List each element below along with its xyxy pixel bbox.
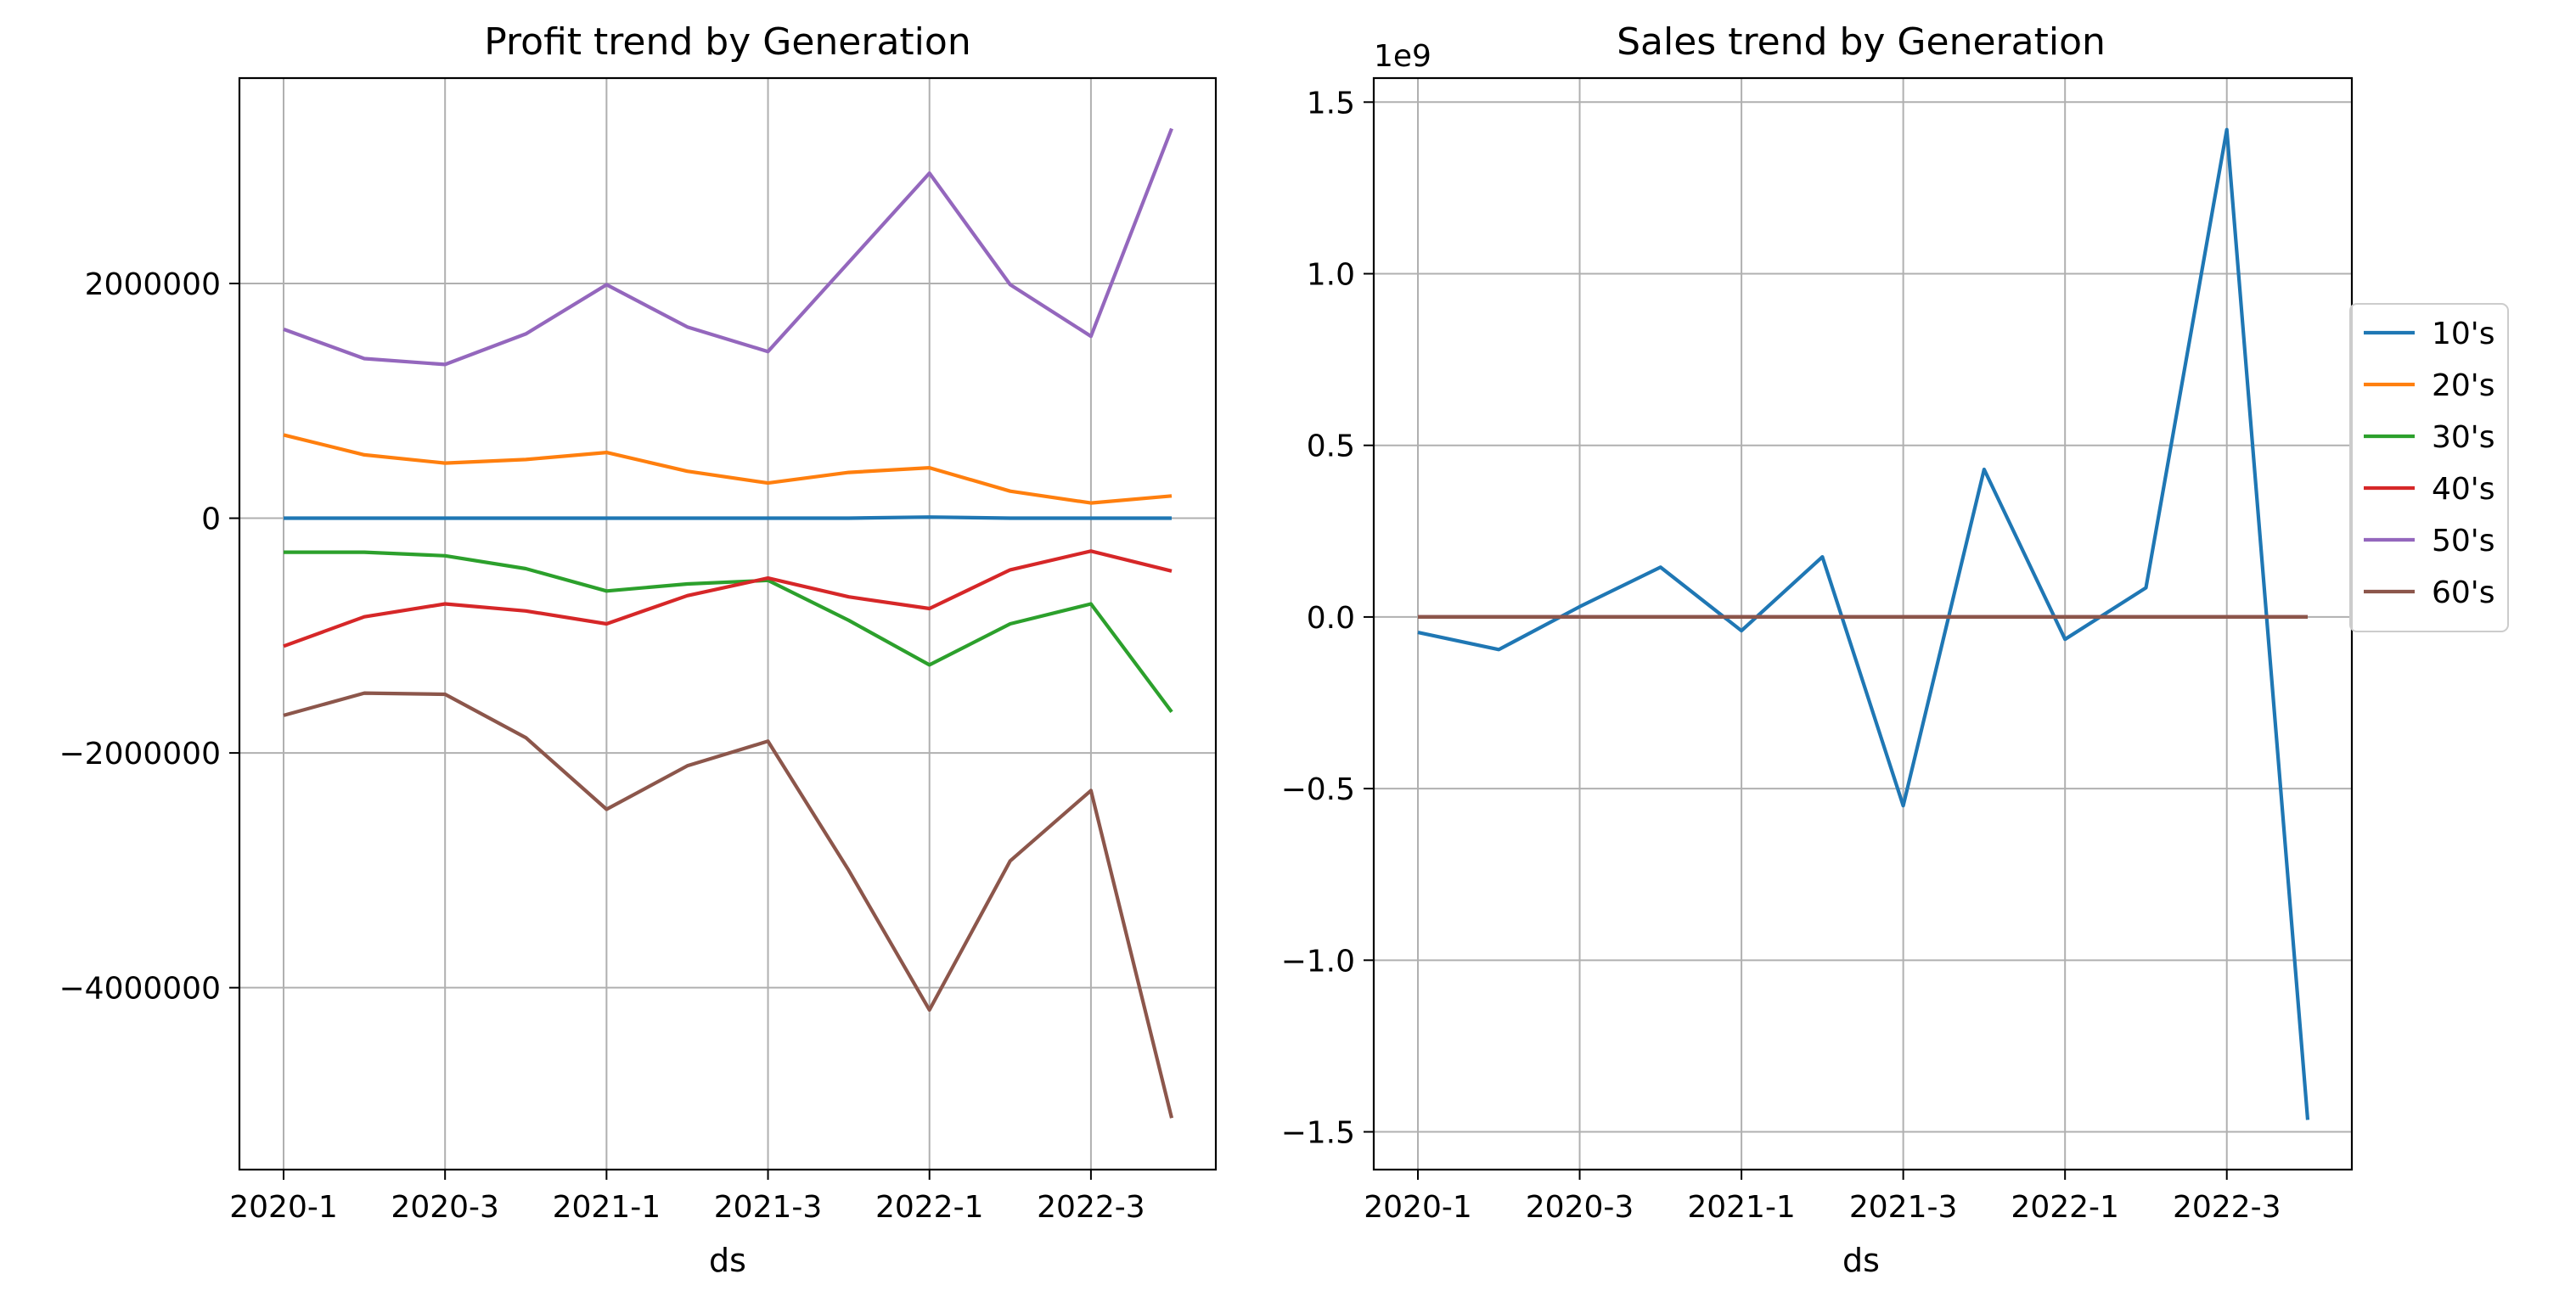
profit-ytick-label: 2000000 (85, 267, 221, 302)
profit-series-group (283, 127, 1174, 1119)
sales-ytick-label: 1.0 (1307, 258, 1355, 293)
sales-ytick-label: −0.5 (1281, 772, 1355, 807)
profit-chart: Profit trend by Generation ds 2020-1 2020… (59, 20, 1218, 1279)
sales-xtick-label: 2022-1 (2011, 1190, 2119, 1225)
profit-xtick-label: 2020-1 (229, 1190, 338, 1225)
profit-chart-title: Profit trend by Generation (484, 20, 970, 64)
legend-label: 60's (2432, 575, 2494, 610)
profit-series-line-20s (283, 433, 1173, 505)
profit-series-line-30s (284, 550, 1173, 713)
sales-series-group (1417, 127, 2310, 1120)
sales-xticks: 2020-1 2020-3 2021-1 2021-3 2022-1 2022-3 (1364, 1170, 2281, 1225)
sales-xtick-label: 2022-3 (2173, 1190, 2281, 1225)
profit-series-line-40s (283, 549, 1173, 648)
sales-ytick-label: −1.5 (1281, 1116, 1355, 1151)
profit-ytick-label: −4000000 (59, 972, 222, 1007)
profit-series-line-60s (283, 691, 1174, 1119)
sales-chart-offset-text: 1e9 (1374, 39, 1431, 74)
profit-xticks: 2020-1 2020-3 2021-1 2021-3 2022-1 2022-3 (229, 1170, 1145, 1225)
sales-yticks: −1.5 −1.0 −0.5 0.0 0.5 1.0 1.5 (1281, 86, 1374, 1151)
legend: 10's 20's 30's 40's 50's 60's (2349, 303, 2509, 632)
profit-xtick-label: 2020-3 (391, 1190, 499, 1225)
sales-xtick-label: 2021-1 (1687, 1190, 1796, 1225)
profit-series-line-10s (284, 515, 1172, 520)
sales-axes-frame (1372, 76, 2354, 1171)
profit-series-line-50s (283, 127, 1173, 367)
sales-chart: Sales trend by Generation ds 1e9 2020-1 2… (1281, 20, 2354, 1279)
profit-chart-xlabel: ds (709, 1242, 746, 1279)
sales-ytick-label: 0.5 (1307, 429, 1355, 464)
profit-xtick-label: 2022-1 (875, 1190, 984, 1225)
sales-xtick-label: 2020-3 (1526, 1190, 1634, 1225)
profit-xtick-label: 2021-1 (553, 1190, 661, 1225)
profit-xtick-label: 2021-3 (714, 1190, 823, 1225)
profit-axes-frame (238, 76, 1218, 1171)
legend-label: 50's (2432, 524, 2494, 558)
sales-xtick-label: 2020-1 (1364, 1190, 1472, 1225)
sales-series-line-10s (1417, 127, 2310, 1120)
profit-xtick-label: 2022-3 (1037, 1190, 1145, 1225)
profit-yticks: −4000000 −2000000 0 2000000 (59, 267, 239, 1007)
sales-xtick-label: 2021-3 (1849, 1190, 1958, 1225)
legend-label: 20's (2432, 368, 2494, 403)
legend-label: 40's (2432, 472, 2494, 507)
profit-ytick-label: 0 (201, 502, 221, 537)
sales-ytick-label: −1.0 (1281, 944, 1355, 979)
sales-chart-xlabel: ds (1842, 1242, 1880, 1279)
sales-chart-title: Sales trend by Generation (1617, 20, 2106, 64)
sales-ytick-label: 1.5 (1307, 86, 1355, 121)
legend-label: 30's (2432, 420, 2494, 455)
profit-ytick-label: −2000000 (59, 737, 222, 772)
profit-gridlines (239, 78, 1216, 1170)
sales-ytick-label: 0.0 (1307, 601, 1355, 636)
sales-gridlines (1374, 78, 2352, 1170)
legend-label: 10's (2432, 317, 2494, 351)
